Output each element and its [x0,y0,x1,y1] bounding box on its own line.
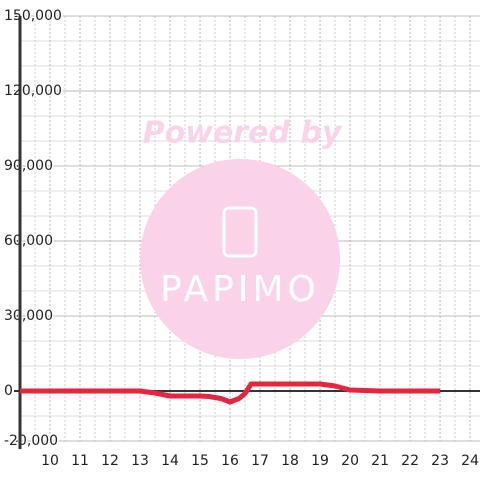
x-tick-label: 10 [41,453,59,469]
x-tick-label: 16 [221,453,239,469]
x-tick-label: 24 [461,453,479,469]
y-tick-label: 90,000 [4,158,53,174]
x-tick-label: 18 [281,453,299,469]
y-tick-label: 120,000 [4,83,62,99]
x-tick-label: 12 [101,453,119,469]
watermark-text: Powered by [143,116,343,151]
data-line [20,381,441,405]
x-tick-label: 23 [431,453,449,469]
y-tick-label: 150,000 [4,8,62,24]
x-tick-label: 13 [131,453,149,469]
x-tick-label: 15 [191,453,209,469]
watermark-icon [222,206,258,258]
y-tick-label: 30,000 [4,308,53,324]
x-tick-label: 21 [371,453,389,469]
x-tick-label: 20 [341,453,359,469]
x-tick-label: 22 [401,453,419,469]
y-tick-label: 60,000 [4,233,53,249]
x-tick-label: 11 [71,453,89,469]
x-tick-label: 19 [311,453,329,469]
watermark-brand: PAPIMO [160,269,320,310]
y-tick-label: -20,000 [4,433,58,449]
x-tick-label: 14 [161,453,179,469]
y-tick-label: 0 [4,383,13,399]
x-tick-label: 17 [251,453,269,469]
watermark-circle [140,159,340,359]
